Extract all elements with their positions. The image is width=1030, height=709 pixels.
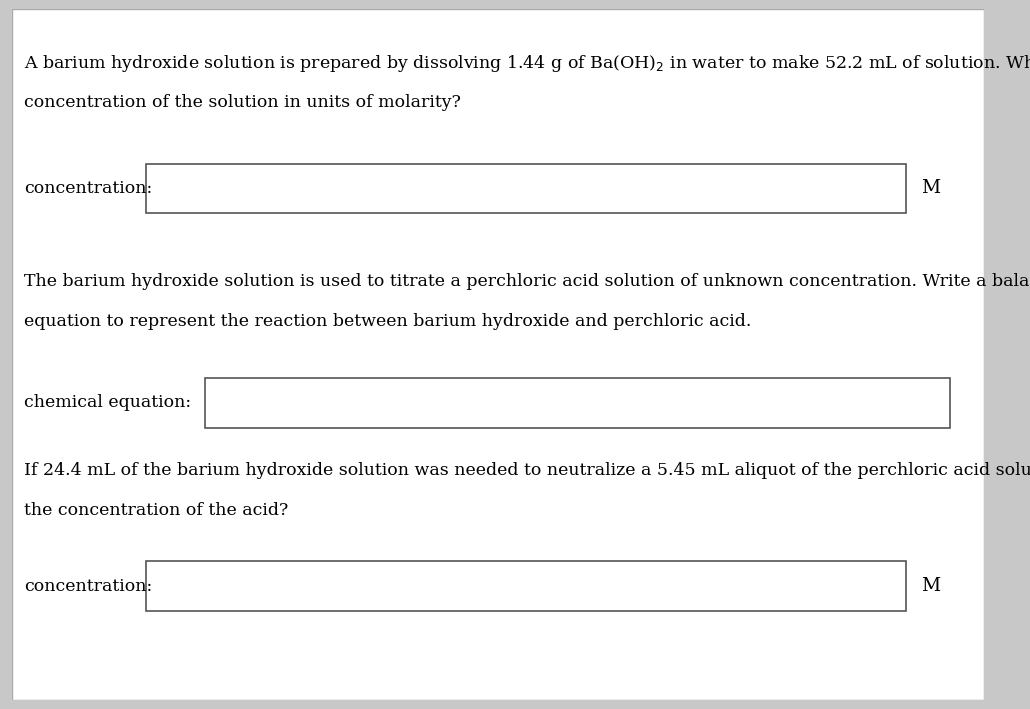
Text: equation to represent the reaction between barium hydroxide and perchloric acid.: equation to represent the reaction betwe… xyxy=(24,313,752,330)
FancyBboxPatch shape xyxy=(146,164,906,213)
FancyBboxPatch shape xyxy=(205,378,950,428)
Text: the concentration of the acid?: the concentration of the acid? xyxy=(24,502,288,519)
Text: concentration:: concentration: xyxy=(24,578,152,595)
Text: chemical equation:: chemical equation: xyxy=(24,394,192,411)
Text: concentration:: concentration: xyxy=(24,180,152,197)
FancyBboxPatch shape xyxy=(12,9,984,700)
Text: M: M xyxy=(922,577,940,596)
Text: A barium hydroxide solution is prepared by dissolving 1.44 g of Ba(OH)$_2$ in wa: A barium hydroxide solution is prepared … xyxy=(24,53,1030,74)
Text: M: M xyxy=(922,179,940,197)
Text: If 24.4 mL of the barium hydroxide solution was needed to neutralize a 5.45 mL a: If 24.4 mL of the barium hydroxide solut… xyxy=(24,462,1030,479)
FancyBboxPatch shape xyxy=(146,562,906,611)
Text: The barium hydroxide solution is used to titrate a perchloric acid solution of u: The barium hydroxide solution is used to… xyxy=(24,273,1030,290)
Text: concentration of the solution in units of molarity?: concentration of the solution in units o… xyxy=(24,94,460,111)
